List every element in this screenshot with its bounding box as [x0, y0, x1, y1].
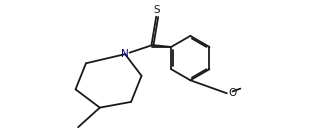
Text: O: O	[228, 88, 236, 98]
Text: S: S	[154, 5, 161, 15]
Text: N: N	[121, 49, 129, 59]
